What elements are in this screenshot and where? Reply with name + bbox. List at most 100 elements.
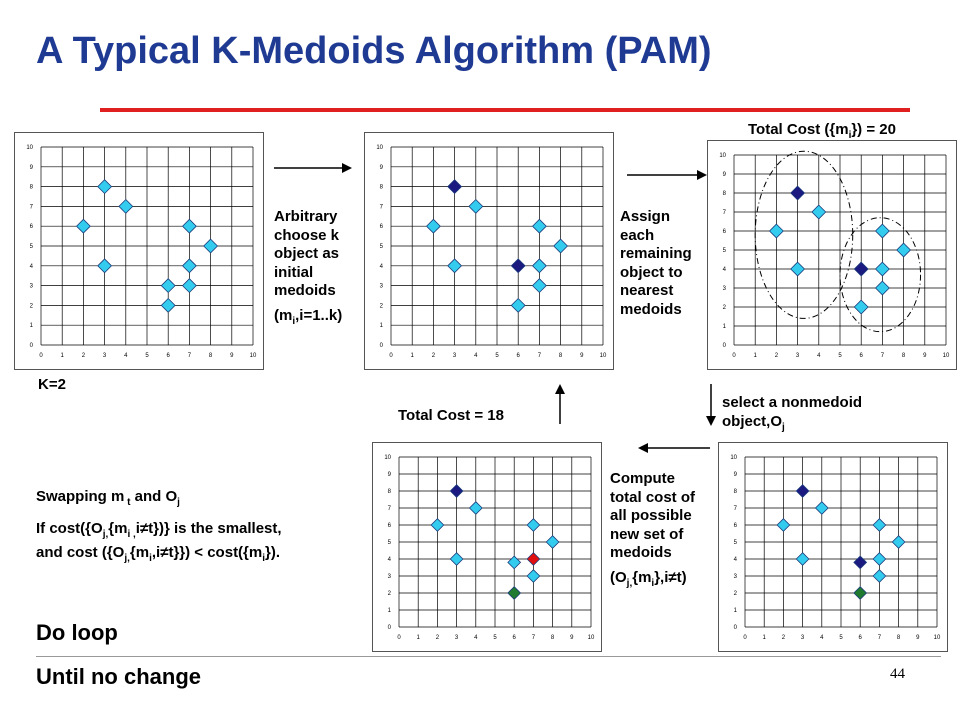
y-tick-label: 4 xyxy=(380,264,384,270)
point-marker xyxy=(853,299,869,315)
y-tick-label: 8 xyxy=(388,489,392,495)
y-tick-label: 2 xyxy=(734,591,738,597)
title-underline xyxy=(100,108,910,112)
step1-line: initial xyxy=(274,263,314,281)
y-tick-label: 8 xyxy=(734,489,738,495)
x-tick-label: 1 xyxy=(417,635,421,641)
x-tick-label: 4 xyxy=(474,353,478,359)
step2-line: remaining xyxy=(620,245,692,262)
x-tick-label: 9 xyxy=(916,635,920,641)
cost20-label: Total Cost ({mi}) = 20 xyxy=(748,121,896,141)
y-tick-label: 10 xyxy=(719,153,726,159)
x-tick-label: 10 xyxy=(934,635,941,641)
y-tick-label: 8 xyxy=(723,191,727,197)
x-tick-label: 6 xyxy=(859,635,863,641)
point-marker xyxy=(160,297,176,313)
point-marker xyxy=(874,223,890,239)
y-tick-label: 10 xyxy=(26,145,33,151)
y-tick-label: 0 xyxy=(734,625,738,631)
x-tick-label: 3 xyxy=(796,353,800,359)
page-number: 44 xyxy=(890,666,905,682)
y-tick-label: 6 xyxy=(734,523,738,529)
point-marker xyxy=(447,258,463,274)
compute-text: Compute total cost of all possible new s… xyxy=(610,470,720,593)
point-marker xyxy=(160,278,176,294)
x-tick-label: 6 xyxy=(167,353,171,359)
y-tick-label: 9 xyxy=(388,472,392,478)
x-tick-label: 7 xyxy=(532,635,536,641)
point-marker xyxy=(449,552,464,566)
cost18-label: Total Cost = 18 xyxy=(398,407,504,424)
medoid-marker xyxy=(449,484,464,498)
y-tick-label: 6 xyxy=(388,523,392,529)
y-tick-label: 5 xyxy=(380,244,384,250)
step2-line: each xyxy=(620,226,655,244)
point-marker xyxy=(468,501,483,515)
y-tick-label: 3 xyxy=(30,284,34,290)
step2-text: Assign each remaining object to nearest … xyxy=(620,208,710,319)
y-tick-label: 1 xyxy=(734,608,738,614)
arrow-right-2 xyxy=(627,170,707,180)
x-tick-label: 7 xyxy=(538,353,542,359)
y-tick-label: 4 xyxy=(734,557,738,563)
x-tick-label: 3 xyxy=(453,353,457,359)
point-marker xyxy=(811,204,827,220)
cluster-outline xyxy=(839,217,922,333)
arrow-up xyxy=(555,384,565,424)
y-tick-label: 1 xyxy=(723,324,727,330)
step2-line: object to xyxy=(620,263,683,281)
point-marker xyxy=(97,179,113,195)
medoid-marker xyxy=(853,555,868,570)
chart-select-nonmedoid: 0 1 2 3 4 5 6 7 8 9 10 0 1 2 3 4 5 6 7 8 9 10 xyxy=(718,442,948,652)
x-tick-label: 3 xyxy=(455,635,459,641)
swap_in-marker xyxy=(853,586,868,600)
y-tick-label: 3 xyxy=(388,574,392,580)
x-tick-label: 9 xyxy=(923,353,927,359)
y-tick-label: 7 xyxy=(380,204,384,210)
y-tick-label: 8 xyxy=(30,185,34,191)
y-tick-label: 4 xyxy=(30,264,34,270)
x-tick-label: 0 xyxy=(397,635,401,641)
y-tick-label: 9 xyxy=(380,165,384,171)
y-tick-label: 2 xyxy=(388,591,392,597)
until-label: Until no change xyxy=(36,664,201,689)
medoid-marker xyxy=(790,185,806,201)
y-tick-label: 7 xyxy=(734,506,738,512)
point-marker xyxy=(430,518,445,532)
x-tick-label: 8 xyxy=(902,353,906,359)
point-marker xyxy=(118,198,134,214)
step1-formula: (mi,i=1..k) xyxy=(274,306,343,327)
x-tick-label: 4 xyxy=(817,353,821,359)
x-tick-label: 8 xyxy=(559,353,563,359)
x-tick-label: 4 xyxy=(124,353,128,359)
point-marker xyxy=(790,261,806,277)
x-tick-label: 5 xyxy=(493,635,497,641)
y-tick-label: 4 xyxy=(723,267,727,273)
y-tick-label: 5 xyxy=(388,540,392,546)
scatter-svg: 0 1 2 3 4 5 6 7 8 9 10 0 1 2 3 4 5 6 7 8 9 10 xyxy=(719,150,950,359)
point-marker xyxy=(425,218,441,234)
point-marker xyxy=(526,518,541,532)
x-tick-label: 9 xyxy=(570,635,574,641)
step1-line: medoids xyxy=(274,282,336,299)
select-text: select a nonmedoid object,Oj xyxy=(722,394,863,433)
step2-line: nearest xyxy=(620,282,674,299)
footer-divider xyxy=(36,656,941,657)
y-tick-label: 1 xyxy=(30,323,34,329)
medoid-marker xyxy=(795,484,810,498)
chart-medoids-chosen: 0 1 2 3 4 5 6 7 8 9 10 0 1 2 3 4 5 6 7 8 9 10 xyxy=(364,132,614,370)
step1-line: object as xyxy=(274,245,340,262)
cluster-outline xyxy=(754,150,854,319)
y-tick-label: 5 xyxy=(723,248,727,254)
arrow-down xyxy=(706,384,716,426)
x-tick-label: 2 xyxy=(82,353,86,359)
x-tick-label: 9 xyxy=(580,353,584,359)
chart-initial: 0 1 2 3 4 5 6 7 8 9 10 0 1 2 3 4 5 6 7 8 9 10 xyxy=(14,132,264,370)
x-tick-label: 1 xyxy=(754,353,758,359)
x-tick-label: 10 xyxy=(250,353,257,359)
point-marker xyxy=(203,238,219,254)
point-marker xyxy=(896,242,912,258)
x-tick-label: 10 xyxy=(588,635,595,641)
point-marker xyxy=(531,258,547,274)
y-tick-label: 3 xyxy=(734,574,738,580)
